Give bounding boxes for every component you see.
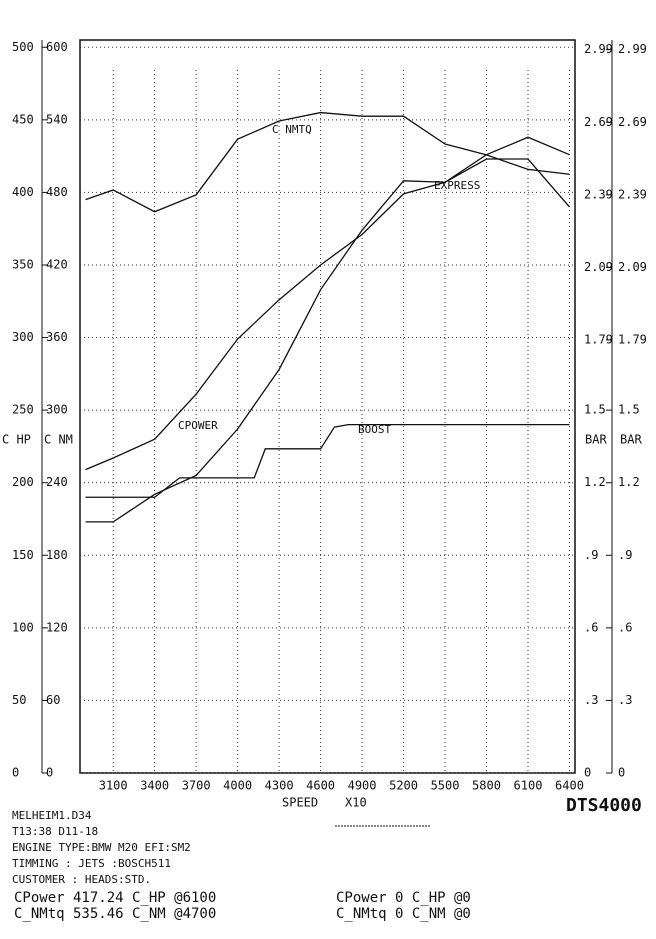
y-tick-label: 50 xyxy=(12,693,26,707)
y3-tick-label: 2.39 xyxy=(584,187,613,201)
y2-tick-label: 360 xyxy=(46,330,68,344)
y4-tick-label: 0 xyxy=(618,766,625,780)
info-line: ENGINE TYPE:BMW M20 EFI:SM2 xyxy=(12,841,191,854)
y3-tick-label: 1.79 xyxy=(584,332,613,346)
info-line: CUSTOMER : HEADS:STD. xyxy=(12,873,151,886)
y2-tick-label: 540 xyxy=(46,112,68,126)
x-tick-label: 4000 xyxy=(223,779,252,793)
x-tick-label: 5200 xyxy=(389,779,418,793)
y3-axis-label: BAR xyxy=(585,433,607,447)
series-line xyxy=(85,136,570,523)
y2-tick-label: 180 xyxy=(46,548,68,562)
y2-tick-label: 480 xyxy=(46,185,68,199)
series-label: BOOST xyxy=(358,423,391,436)
x-tick-label: 4300 xyxy=(265,779,294,793)
info-line: MELHEIM1.D34 xyxy=(12,809,92,822)
y-tick-label: 250 xyxy=(12,403,34,417)
y3-tick-label: 1.2 xyxy=(584,475,606,489)
y3-tick-label: .6 xyxy=(584,620,598,634)
brand: DTS4000 xyxy=(566,795,642,816)
y4-tick-label: 2.39 xyxy=(618,187,647,201)
info-line: TIMMING : JETS :BOSCH511 xyxy=(12,857,171,870)
x-tick-label: 3700 xyxy=(182,779,211,793)
y4-tick-label: 2.99 xyxy=(618,42,647,56)
y2-tick-label: 240 xyxy=(46,475,68,489)
x-tick-label: 5500 xyxy=(431,779,460,793)
series-line xyxy=(85,423,570,498)
info-line: T13:38 D11-18 xyxy=(12,825,98,838)
y3-tick-label: .9 xyxy=(584,548,598,562)
y2-tick-label: 300 xyxy=(46,403,68,417)
y2-tick-label: 60 xyxy=(46,693,60,707)
y4-tick-label: 2.09 xyxy=(618,260,647,274)
y-tick-label: 0 xyxy=(12,766,19,780)
x-axis-label: SPEED xyxy=(282,796,318,810)
x-axis-unit: X10 xyxy=(345,796,367,810)
y3-tick-label: .3 xyxy=(584,693,598,707)
y3-tick-label: 0 xyxy=(584,766,591,780)
result-line: C_NMtq 0 C_NM @0 xyxy=(336,906,471,922)
y-tick-label: 500 xyxy=(12,40,34,54)
series-label: CPOWER xyxy=(178,419,218,432)
y-tick-label: 150 xyxy=(12,548,34,562)
y3-tick-label: 2.69 xyxy=(584,115,613,129)
y4-axis-label: BAR xyxy=(620,433,642,447)
y4-tick-label: 2.69 xyxy=(618,115,647,129)
y2-axis-label: C NM xyxy=(44,433,73,447)
x-tick-label: 3400 xyxy=(140,779,169,793)
y-tick-label: 200 xyxy=(12,475,34,489)
y2-tick-label: 120 xyxy=(46,620,68,634)
series-label: EXPRESS xyxy=(434,179,480,192)
y3-tick-label: 1.5 xyxy=(584,403,606,417)
x-tick-label: 6100 xyxy=(514,779,543,793)
result-line: C_NMtq 535.46 C_NM @4700 xyxy=(14,906,216,922)
series-line xyxy=(85,158,570,471)
plot-frame xyxy=(79,39,576,774)
y4-tick-label: .9 xyxy=(618,548,632,562)
y-tick-label: 100 xyxy=(12,620,34,634)
y4-tick-label: .3 xyxy=(618,693,632,707)
y3-tick-label: 2.09 xyxy=(584,260,613,274)
result-line: CPower 417.24 C_HP @6100 xyxy=(14,890,216,906)
y2-tick-label: 420 xyxy=(46,257,68,271)
y4-tick-label: 1.79 xyxy=(618,332,647,346)
y4-tick-label: 1.5 xyxy=(618,403,640,417)
x-tick-label: 6400 xyxy=(555,779,584,793)
y-tick-label: 350 xyxy=(12,257,34,271)
x-tick-label: 4600 xyxy=(306,779,335,793)
y-tick-label: 450 xyxy=(12,112,34,126)
series-line xyxy=(85,111,570,213)
x-tick-label: 4900 xyxy=(348,779,377,793)
y4-tick-label: 1.2 xyxy=(618,475,640,489)
series-label: C NMTQ xyxy=(272,123,312,136)
y-axis-label: C HP xyxy=(2,433,31,447)
result-line: CPower 0 C_HP @0 xyxy=(336,890,471,906)
y3-tick-label: 2.99 xyxy=(584,42,613,56)
y2-tick-label: 600 xyxy=(46,40,68,54)
x-tick-label: 5800 xyxy=(472,779,501,793)
y2-tick-label: 0 xyxy=(46,766,53,780)
y4-tick-label: .6 xyxy=(618,620,632,634)
y-tick-label: 400 xyxy=(12,185,34,199)
y-tick-label: 300 xyxy=(12,330,34,344)
x-tick-label: 3100 xyxy=(99,779,128,793)
